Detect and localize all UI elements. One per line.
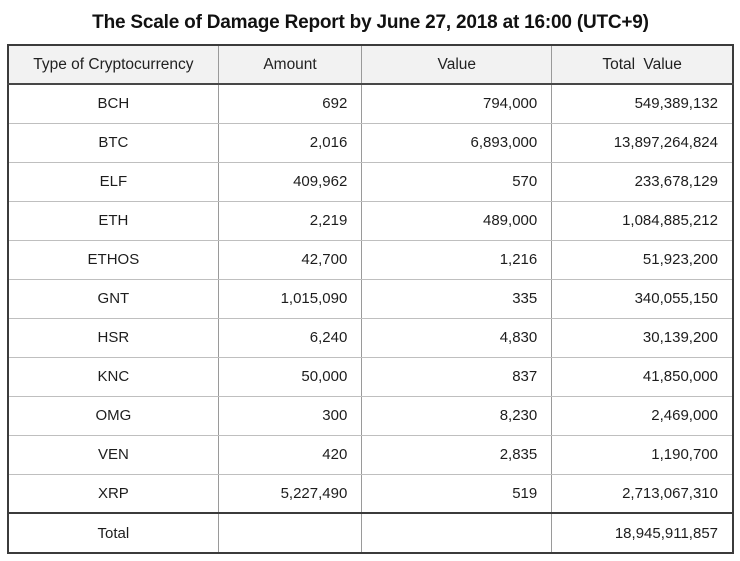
grand-total-value: 18,945,911,857	[551, 512, 734, 553]
cell-type: VEN	[7, 434, 219, 475]
cell-type: GNT	[7, 278, 219, 319]
cell-type: ETH	[7, 200, 219, 241]
table-row: KNC 50,000 837 41,850,000	[7, 356, 734, 397]
column-header-value: Value	[361, 45, 553, 85]
cell-amount: 692	[217, 83, 363, 124]
table-body: BCH 692 794,000 549,389,132 BTC 2,016 6,…	[7, 83, 734, 514]
cell-value: 489,000	[361, 200, 553, 241]
cell-type: BTC	[7, 122, 219, 163]
table-footer: Total 18,945,911,857	[7, 512, 734, 553]
cell-amount: 300	[217, 395, 363, 436]
cell-value: 1,216	[361, 239, 553, 280]
cell-total-value: 1,084,885,212	[551, 200, 734, 241]
total-label: Total	[7, 512, 219, 553]
table-row: BCH 692 794,000 549,389,132	[7, 83, 734, 124]
cell-value: 8,230	[361, 395, 553, 436]
table-row: ETHOS 42,700 1,216 51,923,200	[7, 239, 734, 280]
cell-type: BCH	[7, 83, 219, 124]
table-row: OMG 300 8,230 2,469,000	[7, 395, 734, 436]
cell-type: ELF	[7, 161, 219, 202]
cell-type: ETHOS	[7, 239, 219, 280]
cell-total-value: 233,678,129	[551, 161, 734, 202]
cell-amount: 1,015,090	[217, 278, 363, 319]
cell-total-value: 1,190,700	[551, 434, 734, 475]
table-row: BTC 2,016 6,893,000 13,897,264,824	[7, 122, 734, 163]
cell-amount: 2,016	[217, 122, 363, 163]
cell-value: 335	[361, 278, 553, 319]
cell-value: 570	[361, 161, 553, 202]
cell-value: 4,830	[361, 317, 553, 358]
cell-type: OMG	[7, 395, 219, 436]
cell-total-value: 13,897,264,824	[551, 122, 734, 163]
cell-amount: 5,227,490	[217, 473, 363, 514]
cell-value: 837	[361, 356, 553, 397]
cell-type: XRP	[7, 473, 219, 514]
cell-value: 2,835	[361, 434, 553, 475]
column-header-total-value: Total Value	[551, 45, 734, 85]
column-header-type: Type of Cryptocurrency	[7, 45, 219, 85]
table-row: GNT 1,015,090 335 340,055,150	[7, 278, 734, 319]
total-row: Total 18,945,911,857	[7, 512, 734, 553]
cell-amount: 42,700	[217, 239, 363, 280]
table-row: ELF 409,962 570 233,678,129	[7, 161, 734, 202]
report-title: The Scale of Damage Report by June 27, 2…	[92, 12, 649, 33]
cell-amount: 6,240	[217, 317, 363, 358]
total-amount-empty	[217, 512, 363, 553]
cell-type: HSR	[7, 317, 219, 358]
table-row: ETH 2,219 489,000 1,084,885,212	[7, 200, 734, 241]
cell-type: KNC	[7, 356, 219, 397]
cell-total-value: 2,469,000	[551, 395, 734, 436]
cell-amount: 50,000	[217, 356, 363, 397]
table-row: XRP 5,227,490 519 2,713,067,310	[7, 473, 734, 514]
cell-total-value: 2,713,067,310	[551, 473, 734, 514]
cell-total-value: 30,139,200	[551, 317, 734, 358]
table-row: VEN 420 2,835 1,190,700	[7, 434, 734, 475]
cell-amount: 2,219	[217, 200, 363, 241]
total-value-empty	[361, 512, 553, 553]
cell-total-value: 51,923,200	[551, 239, 734, 280]
cell-amount: 420	[217, 434, 363, 475]
damage-report-table: Type of Cryptocurrency Amount Value Tota…	[7, 44, 734, 554]
cell-amount: 409,962	[217, 161, 363, 202]
column-header-amount: Amount	[217, 45, 363, 85]
table-row: HSR 6,240 4,830 30,139,200	[7, 317, 734, 358]
cell-total-value: 41,850,000	[551, 356, 734, 397]
cell-total-value: 549,389,132	[551, 83, 734, 124]
table-header: Type of Cryptocurrency Amount Value Tota…	[7, 45, 734, 85]
cell-value: 519	[361, 473, 553, 514]
cell-value: 6,893,000	[361, 122, 553, 163]
header-row: Type of Cryptocurrency Amount Value Tota…	[7, 45, 734, 85]
cell-value: 794,000	[361, 83, 553, 124]
cell-total-value: 340,055,150	[551, 278, 734, 319]
